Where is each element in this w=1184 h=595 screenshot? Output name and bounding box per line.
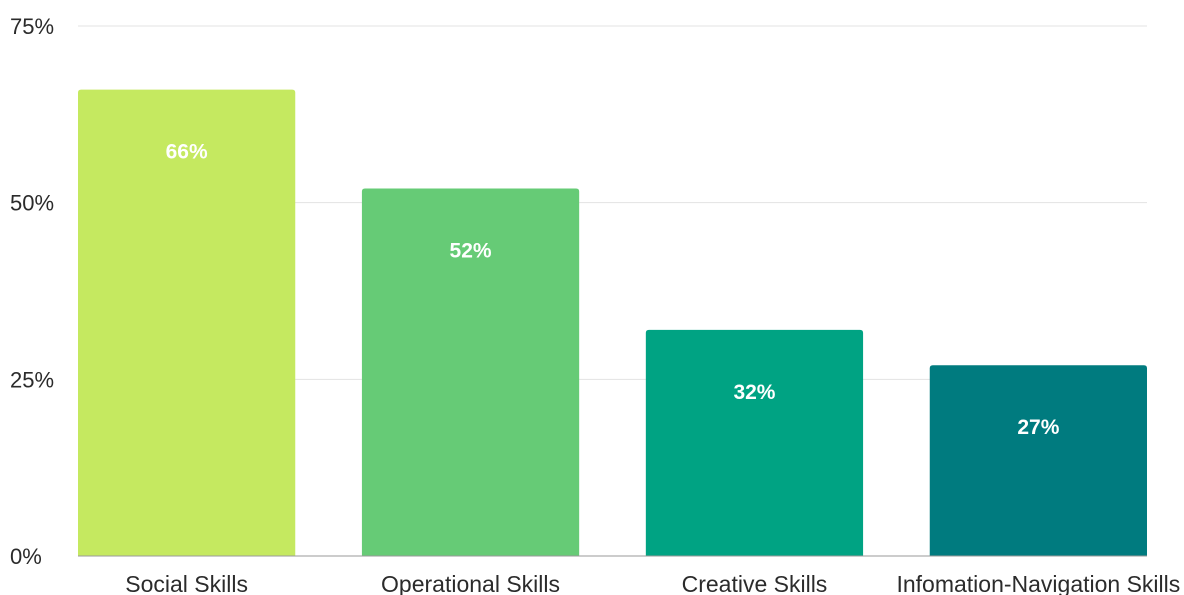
x-category-label: Operational Skills <box>381 571 560 595</box>
bar-value-label: 27% <box>1017 416 1059 439</box>
bars <box>78 89 1147 557</box>
bar-social-skills <box>78 89 296 556</box>
axes: 0% 25% 50% 75% Social Skills Operational Skil… <box>10 14 1180 595</box>
bar-value-label: 66% <box>166 141 208 164</box>
bar-infomation-navigation-skills <box>929 365 1147 556</box>
bar-value-label: 52% <box>450 240 492 263</box>
y-tick-label: 75% <box>10 14 54 39</box>
y-tick-label: 50% <box>10 191 54 216</box>
bar-operational-skills <box>361 188 580 557</box>
bar-value-label: 32% <box>733 381 775 404</box>
bar-creative-skills <box>645 329 864 556</box>
y-tick-label: 25% <box>10 367 54 392</box>
data-labels: 66% 52% 32% 27% <box>166 141 1060 440</box>
x-category-label: Social Skills <box>125 571 248 595</box>
y-tick-label: 0% <box>10 544 42 569</box>
x-category-label: Creative Skills <box>682 571 828 595</box>
x-category-label: Infomation-Navigation Skills <box>896 571 1180 595</box>
